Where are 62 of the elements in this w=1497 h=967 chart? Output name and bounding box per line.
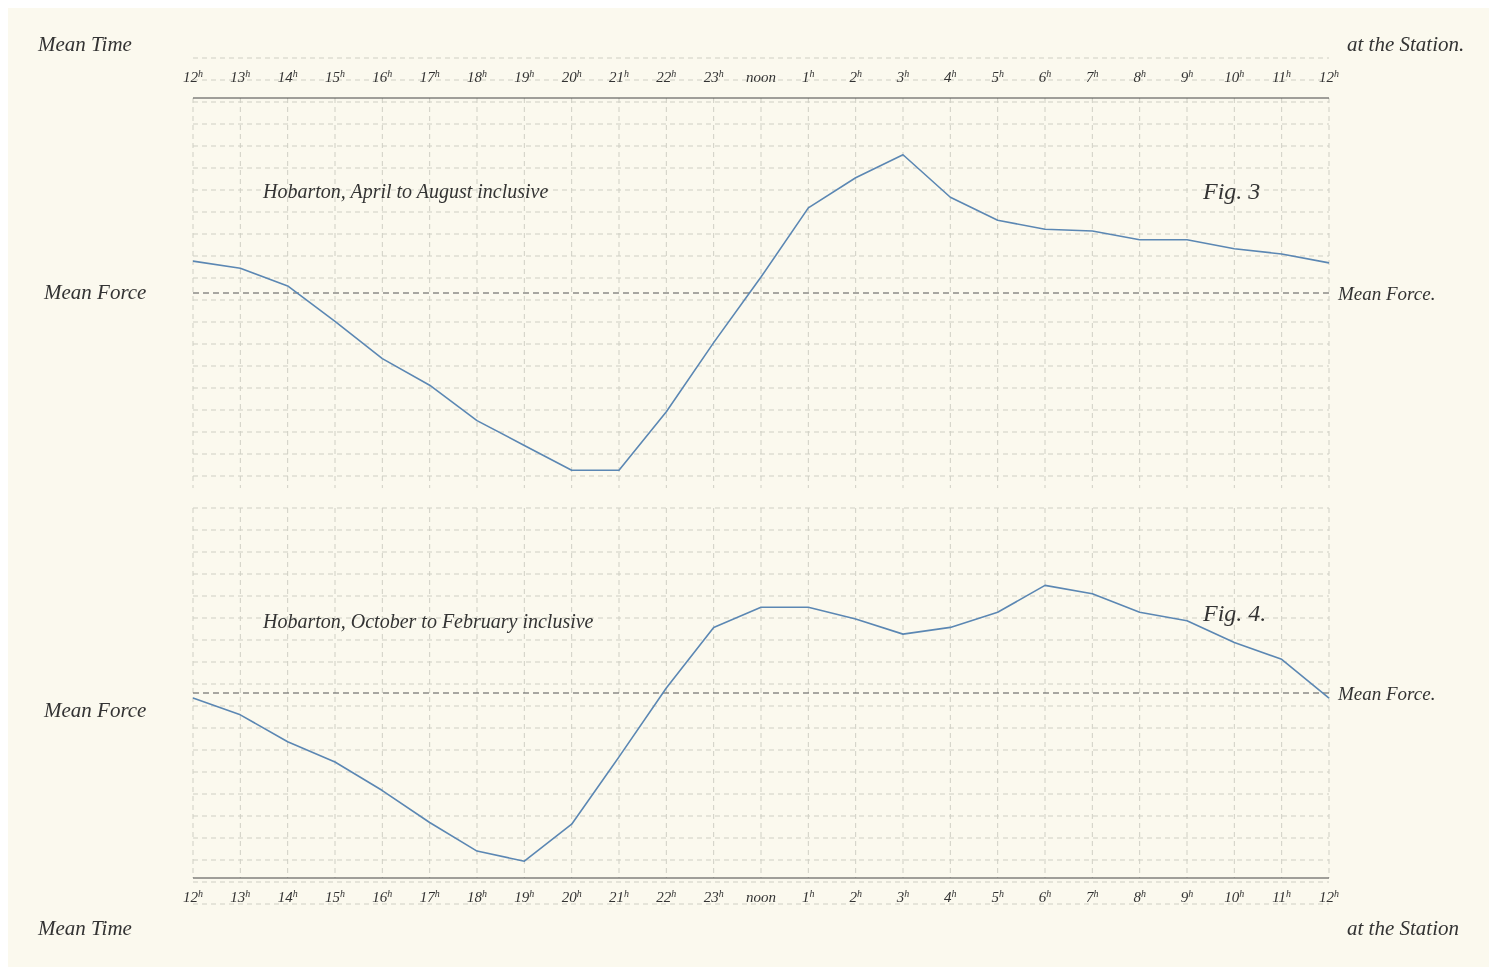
x-tick-label: 18$^{h}$ — [467, 67, 487, 85]
x-tick-label: 9$^{h}$ — [1180, 67, 1194, 85]
x-tick-label: 7$^{h}$ — [1086, 887, 1099, 905]
x-tick-label: 22$^{h}$ — [656, 67, 677, 85]
x-tick-label: 22$^{h}$ — [656, 887, 677, 905]
x-tick-label: 12$^{h}$ — [183, 67, 203, 85]
x-tick-label: 14$^{h}$ — [277, 887, 298, 905]
x-tick-label: 17$^{h}$ — [419, 887, 440, 905]
x-tick-label: 21$^{h}$ — [609, 887, 629, 905]
text: at the Station — [1347, 916, 1459, 941]
x-tick-label: 13$^{h}$ — [230, 67, 251, 85]
x-tick-label: 8$^{h}$ — [1133, 67, 1146, 85]
text: at the Station. — [1347, 32, 1465, 57]
x-tick-label: 5$^{h}$ — [991, 887, 1004, 905]
x-tick-label: 17$^{h}$ — [419, 67, 440, 85]
x-tick-label: 10$^{h}$ — [1224, 887, 1245, 905]
x-tick-label: 19$^{h}$ — [514, 67, 535, 85]
x-tick-label: 9$^{h}$ — [1180, 887, 1194, 905]
x-tick-label: 10$^{h}$ — [1224, 67, 1245, 85]
y-axis-title: Mean Force — [44, 698, 147, 723]
x-tick-label: noon — [746, 889, 776, 905]
x-tick-label: 19$^{h}$ — [514, 887, 535, 905]
x-tick-label: 23$^{h}$ — [703, 887, 724, 905]
x-axis-title: Mean Time — [38, 32, 132, 57]
x-tick-label: 2$^{h}$ — [849, 67, 862, 85]
x-tick-label: noon — [746, 69, 776, 85]
x-tick-label: 20$^{h}$ — [561, 67, 582, 85]
x-tick-label: 11$^{h}$ — [1272, 887, 1292, 905]
x-tick-label: 15$^{h}$ — [325, 67, 345, 85]
x-tick-label: 3$^{h}$ — [895, 887, 910, 905]
text: Fig. 4. — [1203, 600, 1267, 627]
x-tick-label: 6$^{h}$ — [1038, 887, 1052, 905]
x-tick-label: 20$^{h}$ — [561, 887, 582, 905]
text: Hobarton, October to February inclusive — [263, 610, 594, 633]
x-tick-label: 1$^{h}$ — [802, 887, 815, 905]
x-tick-label: 2$^{h}$ — [849, 887, 862, 905]
x-tick-label: 11$^{h}$ — [1272, 67, 1292, 85]
x-tick-label: 12$^{h}$ — [1319, 67, 1339, 85]
ref-line-label: Mean Force. — [1337, 682, 1436, 704]
x-tick-label: 21$^{h}$ — [609, 67, 629, 85]
x-tick-label: 1$^{h}$ — [802, 67, 815, 85]
x-tick-label: 5$^{h}$ — [991, 67, 1004, 85]
y-axis-title: Mean Force — [44, 280, 147, 305]
x-tick-label: 4$^{h}$ — [944, 67, 957, 85]
x-tick-label: 18$^{h}$ — [467, 887, 487, 905]
x-tick-label: 15$^{h}$ — [325, 887, 345, 905]
x-tick-label: 12$^{h}$ — [183, 887, 203, 905]
x-tick-label: 3$^{h}$ — [895, 67, 910, 85]
x-tick-label: 12$^{h}$ — [1319, 887, 1339, 905]
x-tick-label: 13$^{h}$ — [230, 887, 251, 905]
x-tick-label: 23$^{h}$ — [703, 67, 724, 85]
x-tick-label: 4$^{h}$ — [944, 887, 957, 905]
text: Fig. 3 — [1203, 178, 1261, 205]
x-tick-label: 7$^{h}$ — [1086, 67, 1099, 85]
x-tick-label: 14$^{h}$ — [277, 67, 298, 85]
ref-line-label: Mean Force. — [1337, 282, 1436, 304]
text: Hobarton, April to August inclusive — [263, 180, 549, 203]
x-tick-label: 8$^{h}$ — [1133, 887, 1146, 905]
x-axis-title: Mean Time — [38, 916, 132, 941]
x-tick-label: 16$^{h}$ — [372, 67, 393, 85]
x-tick-label: 6$^{h}$ — [1038, 67, 1052, 85]
x-tick-label: 16$^{h}$ — [372, 887, 393, 905]
